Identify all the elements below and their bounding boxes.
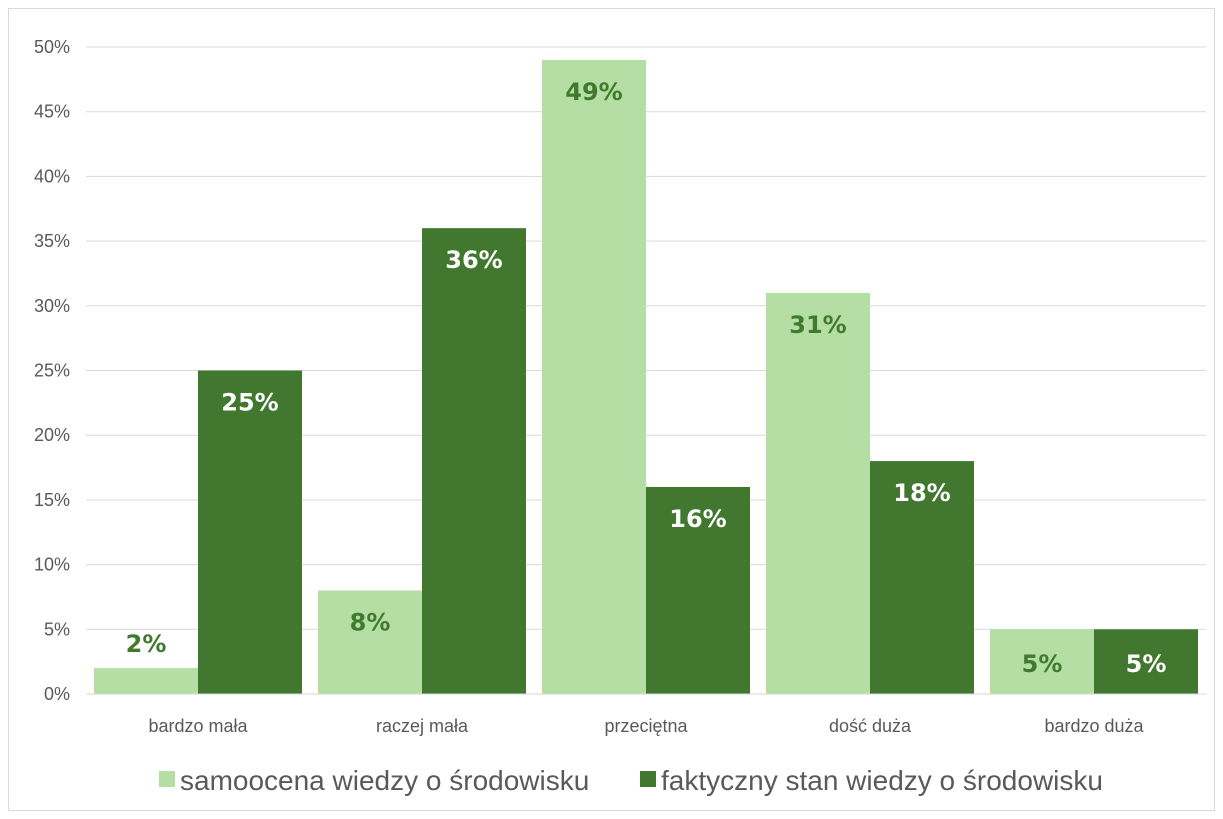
data-label: 25%: [221, 389, 278, 417]
y-tick-label: 15%: [34, 490, 70, 510]
data-label: 49%: [565, 78, 622, 106]
x-tick-label: dość duża: [829, 716, 912, 736]
legend-label: faktyczny stan wiedzy o środowisku: [661, 765, 1103, 796]
bar-actual-knowledge: [198, 370, 302, 694]
y-tick-label: 50%: [34, 37, 70, 57]
y-tick-label: 20%: [34, 425, 70, 445]
bar-self-assessment: [766, 292, 870, 694]
bars: [94, 59, 1198, 694]
data-label: 18%: [893, 479, 950, 507]
legend-label: samoocena wiedzy o środowisku: [180, 765, 589, 796]
y-tick-label: 10%: [34, 555, 70, 575]
bar-self-assessment: [990, 629, 1094, 694]
y-tick-label: 0%: [44, 684, 70, 704]
x-axis: bardzo mała raczej mała przeciętna dość duż…: [86, 693, 1206, 736]
bar-self-assessment: [542, 59, 646, 694]
bar-self-assessment: [318, 590, 422, 694]
y-tick-label: 5%: [44, 619, 70, 639]
data-label: 5%: [1126, 650, 1167, 678]
data-label: 36%: [445, 246, 502, 274]
y-tick-label: 40%: [34, 166, 70, 186]
bar-actual-knowledge: [1094, 629, 1198, 694]
y-tick-label: 25%: [34, 361, 70, 381]
data-labels: 2% 25% 8% 36% 49% 16% 31% 18% 5% 5%: [126, 78, 1167, 678]
data-label: 16%: [669, 505, 726, 533]
bar-actual-knowledge: [646, 486, 750, 694]
data-label: 2%: [126, 630, 167, 658]
bar-actual-knowledge: [870, 461, 974, 694]
y-axis: 0% 5% 10% 15% 20% 25% 30% 35% 40% 45% 50%: [34, 37, 70, 704]
bar-self-assessment: [94, 668, 198, 694]
data-label: 5%: [1022, 650, 1063, 678]
legend-swatch: [159, 771, 175, 787]
x-tick-label: bardzo duża: [1044, 716, 1144, 736]
x-tick-label: przeciętna: [604, 716, 688, 736]
legend: samoocena wiedzy o środowisku faktyczny s…: [159, 765, 1103, 796]
data-label: 31%: [789, 311, 846, 339]
x-tick-label: bardzo mała: [148, 716, 248, 736]
y-tick-label: 45%: [34, 102, 70, 122]
y-tick-label: 30%: [34, 296, 70, 316]
data-label: 8%: [350, 608, 391, 636]
legend-swatch: [640, 771, 656, 787]
x-tick-label: raczej mała: [376, 716, 469, 736]
bar-actual-knowledge: [422, 228, 526, 694]
y-tick-label: 35%: [34, 231, 70, 251]
